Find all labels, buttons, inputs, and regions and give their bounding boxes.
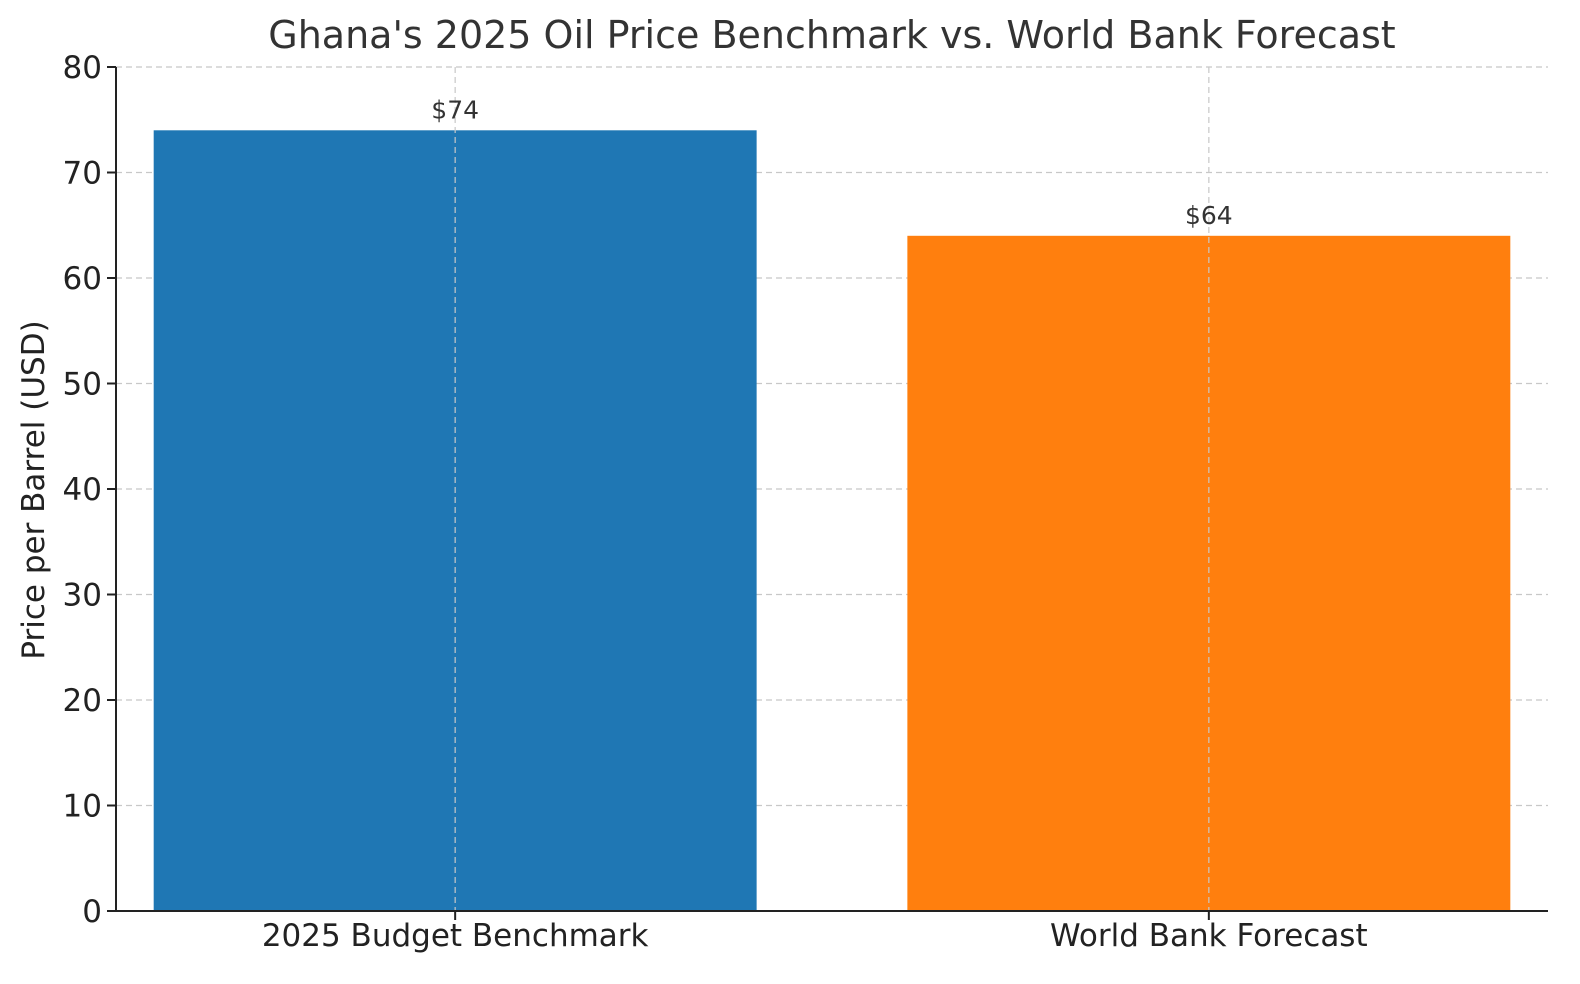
- data-label: $64: [1185, 201, 1233, 230]
- data-labels: $74 $64: [431, 95, 1232, 230]
- y-axis-label: Price per Barrel (USD): [16, 320, 52, 659]
- axes: 0 10 20 30 40 50 60 70 80 2025 Budget Benchmark Wo…: [63, 50, 1548, 954]
- data-label: $74: [431, 95, 479, 124]
- y-tick-label: 70: [63, 156, 102, 192]
- y-tick-label: 10: [63, 789, 102, 825]
- chart-title: Ghana's 2025 Oil Price Benchmark vs. Wor…: [268, 13, 1395, 57]
- y-tick-label: 60: [63, 261, 102, 297]
- x-tick-label: World Bank Forecast: [1050, 918, 1368, 954]
- y-tick-label: 0: [82, 894, 102, 930]
- y-tick-label: 40: [63, 472, 102, 508]
- vertical-gridlines: [454, 67, 1210, 911]
- y-tick-label: 50: [63, 367, 102, 403]
- y-tick-label: 20: [63, 683, 102, 719]
- x-tick-label: 2025 Budget Benchmark: [262, 918, 649, 954]
- y-tick-label: 80: [63, 50, 102, 86]
- y-tick-label: 30: [63, 578, 102, 614]
- bars: [153, 130, 1511, 912]
